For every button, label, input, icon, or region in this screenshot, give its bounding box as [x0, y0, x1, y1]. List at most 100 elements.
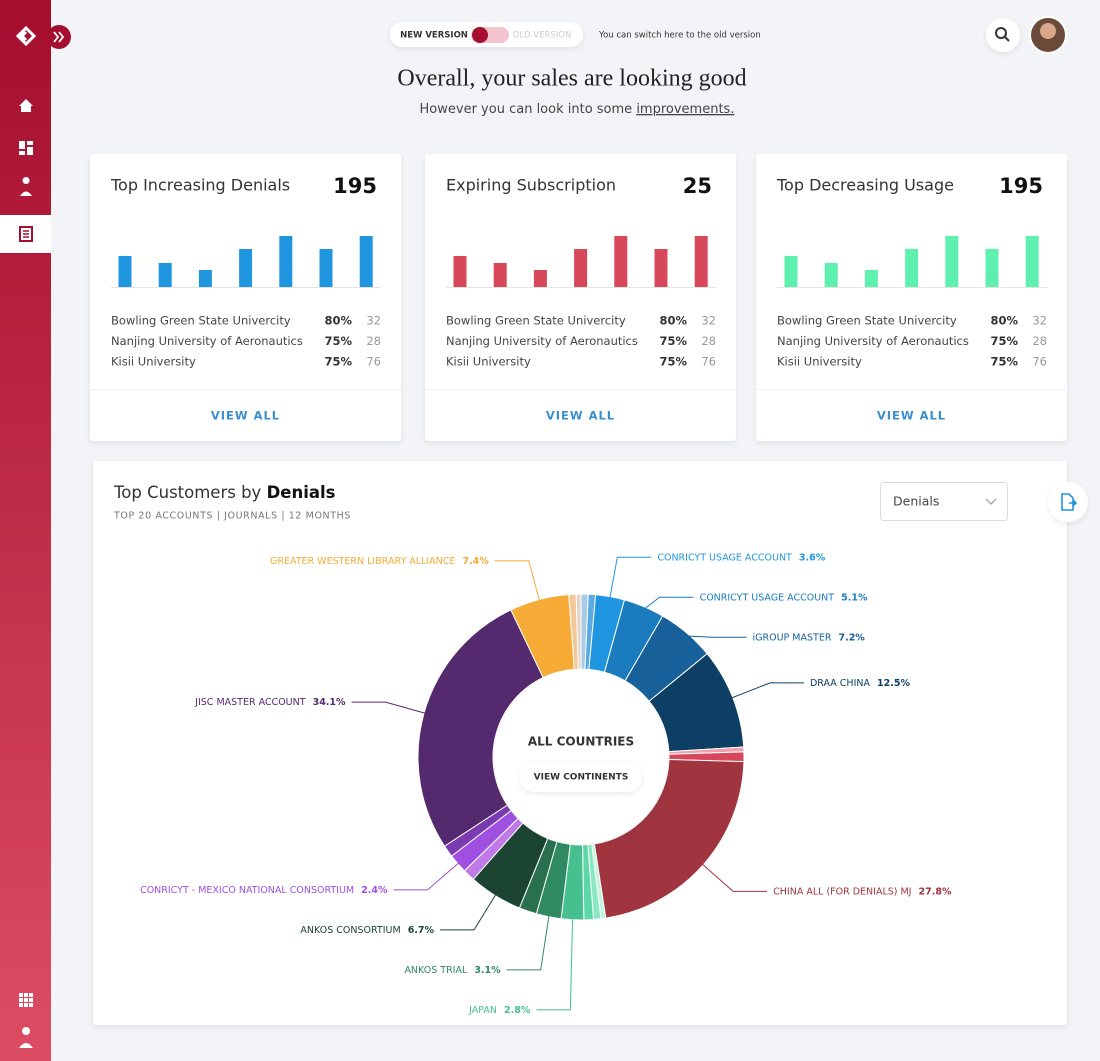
search-icon [995, 27, 1007, 39]
row-name: Nanjing University of Aeronautics [111, 334, 303, 348]
profile-icon[interactable] [19, 1027, 33, 1048]
card-total: 25 [683, 174, 712, 198]
sidebar [0, 0, 51, 1061]
bar [614, 236, 628, 287]
row-percent: 80% [324, 314, 352, 328]
summary-card [425, 154, 736, 441]
bar [279, 236, 293, 287]
row-name: Bowling Green State Univercity [777, 314, 957, 328]
search-button[interactable] [986, 18, 1020, 52]
row-name: Kisii University [446, 355, 531, 369]
slice-value: 5.1% [841, 592, 868, 603]
slice-name: CONRICYT USAGE ACCOUNT [700, 592, 835, 603]
bar [1025, 236, 1039, 287]
leader-line [699, 861, 768, 892]
leader-line [608, 556, 652, 601]
subtitle-link[interactable]: improvements. [636, 102, 734, 117]
page-subtitle: However you can look into some improveme… [420, 102, 735, 117]
slice-label: JISC MASTER ACCOUNT 34.1% [194, 697, 346, 708]
view-continents-button[interactable] [520, 762, 642, 792]
apps-icon[interactable] [19, 993, 33, 1007]
row-count: 76 [1032, 355, 1047, 369]
leader-line [728, 682, 804, 700]
toggle-knob [472, 27, 488, 43]
slice-label: CONRICYT USAGE ACCOUNT 5.1% [700, 592, 868, 603]
panel-title-bold: Denials [267, 483, 336, 502]
slice-value: 27.8% [919, 886, 952, 897]
user-icon[interactable] [20, 177, 32, 196]
row-name: Bowling Green State Univercity [111, 314, 291, 328]
home-icon[interactable] [19, 99, 33, 112]
report-icon [19, 226, 33, 242]
bar [824, 263, 838, 287]
panel-subtitle: TOP 20 ACCOUNTS | JOURNALS | 12 MONTHS [113, 511, 351, 522]
slice-value: 3.6% [799, 552, 826, 563]
summary-card [756, 154, 1067, 441]
leader-line [506, 912, 550, 971]
row-percent: 75% [324, 355, 352, 369]
bar [574, 249, 588, 287]
row-percent: 80% [990, 314, 1018, 328]
card-title: Expiring Subscription [446, 176, 616, 195]
view-all[interactable]: VIEW ALL [546, 409, 615, 423]
page-title: Overall, your sales are looking good [397, 66, 746, 92]
row-count: 76 [366, 355, 381, 369]
row-name: Kisii University [777, 355, 862, 369]
card-title: Top Increasing Denials [110, 176, 290, 195]
leader-line [351, 701, 429, 715]
row-name: Nanjing University of Aeronautics [446, 334, 638, 348]
center-title: ALL COUNTRIES [528, 735, 634, 749]
leader-line [683, 635, 747, 638]
slice-value: 3.1% [474, 964, 501, 975]
row-percent: 75% [324, 334, 352, 348]
bar [239, 249, 253, 287]
slice-name: JISC MASTER ACCOUNT [194, 697, 306, 708]
donut-slice [593, 759, 745, 919]
toggle-on-label: NEW VERSION [400, 31, 468, 41]
dashboard-icon[interactable] [19, 141, 33, 155]
toggle-off-label: OLD VERSION [513, 31, 572, 41]
slice-label: GREATER WESTERN LIBRARY ALLIANCE 7.4% [270, 555, 489, 566]
view-continents-label: VIEW CONTINENTS [534, 773, 629, 783]
donut-center [494, 670, 668, 844]
slice-label: JAPAN 2.8% [468, 1004, 531, 1015]
view-all[interactable]: VIEW ALL [211, 409, 280, 423]
view-all[interactable]: VIEW ALL [877, 409, 946, 423]
slice-name: CHINA ALL (FOR DENIALS) MJ [773, 886, 911, 897]
leader-line [494, 560, 541, 604]
subtitle-text: However you can look into some [420, 102, 637, 117]
donut-slice [417, 609, 544, 847]
bar [118, 256, 132, 287]
slice-name: CONRICYT - MEXICO NATIONAL CONSORTIUM [140, 884, 354, 895]
dropdown-caret [985, 498, 997, 505]
bar [493, 263, 507, 287]
bar [533, 270, 547, 287]
metric-dropdown[interactable] [880, 482, 1008, 521]
row-percent: 75% [659, 334, 687, 348]
slice-name: iGROUP MASTER [753, 632, 832, 643]
panel-title: Top Customers by Denials [113, 483, 336, 502]
summary-card [90, 154, 401, 441]
slice-value: 2.8% [504, 1004, 531, 1015]
logo [15, 25, 37, 47]
row-count: 28 [701, 334, 716, 348]
search-handle [1004, 36, 1010, 42]
leader-line [536, 915, 574, 1011]
slice-value: 7.2% [838, 632, 865, 643]
donut-chart [417, 593, 745, 921]
report-lines [23, 230, 29, 238]
row-count: 76 [701, 355, 716, 369]
bar [359, 236, 373, 287]
row-count: 32 [701, 314, 716, 328]
leader-line [440, 891, 498, 931]
leader-line [393, 860, 462, 891]
slice-name: CONRICYT USAGE ACCOUNT [657, 552, 792, 563]
bar [985, 249, 999, 287]
row-name: Kisii University [111, 355, 196, 369]
export-button[interactable] [1048, 482, 1088, 522]
slice-name: ANKOS CONSORTIUM [300, 924, 400, 935]
slice-value: 12.5% [877, 677, 910, 688]
bar [905, 249, 919, 287]
row-count: 32 [1032, 314, 1047, 328]
